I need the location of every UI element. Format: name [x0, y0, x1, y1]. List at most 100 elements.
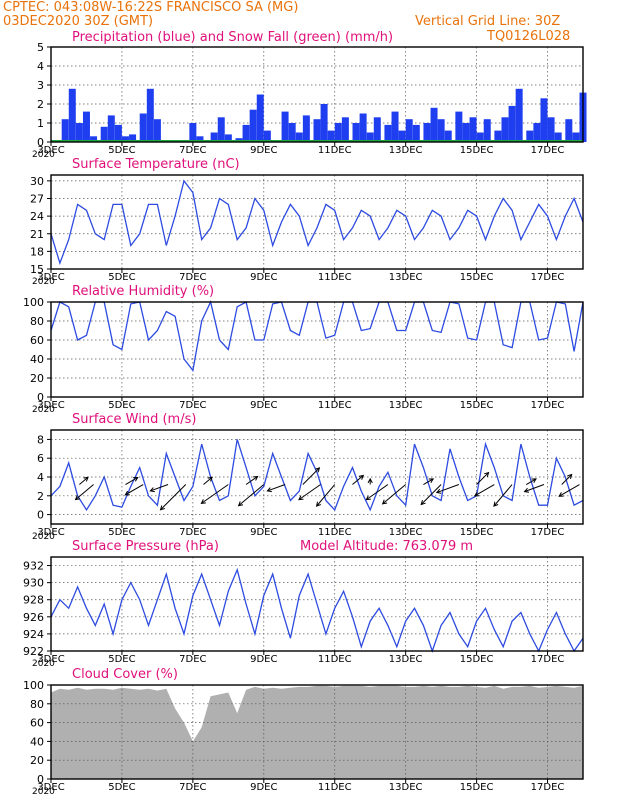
y-tick-label-wind: 4 [37, 471, 44, 484]
precip-bar [75, 123, 83, 142]
precip-bar [334, 123, 342, 142]
x-tick-label-precip: 13DEC [389, 145, 423, 156]
x-tick-label-precip: 17DEC [531, 145, 565, 156]
x-tick-label-temp: 17DEC [531, 272, 565, 283]
x-tick-label-wind: 17DEC [531, 527, 565, 538]
precip-bar [320, 104, 328, 142]
y-tick-label-wind: 6 [37, 452, 44, 465]
cloud-cover-area [51, 685, 583, 779]
y-tick-label-pressure: 928 [23, 594, 44, 607]
wind-arrow-head [237, 501, 244, 507]
y-tick-label-temp: 24 [30, 210, 44, 223]
panel-title-cloud: Cloud Cover (%) [72, 667, 178, 682]
wind-arrow-head [523, 487, 530, 493]
precip-bar [359, 113, 367, 142]
x-tick-label-precip: 9DEC [250, 145, 277, 156]
panel-title-wind: Surface Wind (m/s) [72, 412, 196, 427]
wind-arrow [238, 484, 265, 507]
x-tick-label-cloud: 9DEC [250, 782, 277, 793]
y-tick-label-precip: 1 [37, 117, 44, 130]
x-tick-label-temp: 7DEC [179, 272, 206, 283]
wind-arrow-head [200, 499, 206, 504]
wind-arrow-head [435, 488, 442, 494]
x-tick-label-cloud: 5DEC [108, 782, 135, 793]
panel-title-temp: Surface Temperature (nC) [72, 157, 240, 172]
x-tick-label-pressure: 13DEC [389, 654, 423, 665]
wind-arrow [160, 484, 187, 511]
y-tick-label-temp: 18 [30, 245, 44, 258]
wind-arrow [526, 478, 537, 485]
wind-arrow [125, 484, 144, 496]
wind-arrow-head [381, 499, 388, 505]
x-tick-label-humidity: 17DEC [531, 400, 565, 411]
precip-bar [547, 117, 555, 142]
panel-frame-pressure [50, 556, 584, 652]
panel-frame-precip [50, 46, 584, 143]
x-tick-label-humidity: 9DEC [250, 400, 277, 411]
precip-bar [572, 132, 580, 142]
wind-arrow [436, 484, 460, 494]
model-altitude-label: Model Altitude: 763.079 m [300, 539, 473, 554]
panel-pressure [47, 556, 584, 655]
x-year-label-pressure: 2020 [32, 659, 55, 669]
x-tick-label-cloud: 17DEC [531, 782, 565, 793]
x-tick-label-pressure: 3DEC [37, 654, 64, 665]
precip-bar [483, 119, 491, 142]
wind-arrow [79, 476, 89, 485]
precip-bar [412, 124, 420, 142]
precip-bar [327, 130, 335, 142]
precip-bar [469, 117, 477, 142]
wind-arrow-head [315, 501, 321, 507]
x-tick-label-humidity: 5DEC [108, 400, 135, 411]
precip-bar [121, 136, 129, 142]
wind-arrow [75, 484, 94, 501]
panel-title-humidity: Relative Humidity (%) [72, 284, 214, 299]
wind-arrow [150, 484, 169, 492]
x-tick-label-wind: 13DEC [389, 527, 423, 538]
precip-bar [281, 111, 289, 142]
precip-bar [554, 132, 562, 142]
x-tick-label-pressure: 15DEC [460, 654, 494, 665]
panel-title-precip: Precipitation (blue) and Snow Fall (gree… [72, 30, 393, 45]
precip-bar [288, 123, 296, 142]
wind-arrow-head [358, 474, 365, 480]
wind-arrow-head [74, 495, 81, 501]
wind-arrow-head [428, 478, 435, 483]
precip-bar [146, 88, 154, 142]
y-tick-label-humidity: 100 [23, 296, 44, 309]
wind-arrow [302, 467, 320, 485]
wind-arrow-head [83, 476, 89, 482]
wind-arrow-head [493, 501, 499, 507]
wind-arrow-head [473, 491, 480, 497]
precip-bar [508, 105, 516, 142]
header-location: CPTEC: 043:08W-16:22S FRANCISCO SA (MG) [3, 0, 299, 15]
y-tick-label-cloud: 20 [30, 754, 44, 767]
x-tick-label-temp: 15DEC [460, 272, 494, 283]
wind-arrow-head [558, 492, 564, 497]
y-tick-label-humidity: 40 [30, 353, 44, 366]
panel-frame-humidity [50, 301, 584, 398]
header-model-code: TQ0126L028 [487, 29, 571, 44]
precip-bar [263, 130, 271, 142]
header-vertical-grid: Vertical Grid Line: 30Z [415, 14, 561, 29]
x-tick-label-precip: 15DEC [460, 145, 494, 156]
y-tick-label-cloud: 0 [37, 773, 44, 786]
precip-bar [384, 124, 392, 142]
wind-arrow [352, 475, 364, 485]
wind-arrow-head [314, 467, 321, 473]
precip-bar [515, 88, 523, 142]
wind-arrow-head [266, 487, 272, 493]
x-tick-label-precip: 7DEC [179, 145, 206, 156]
panel-precip [47, 46, 587, 146]
x-tick-label-precip: 5DEC [108, 145, 135, 156]
precip-bar [533, 123, 541, 142]
series-line-wind [50, 439, 584, 512]
y-tick-label-wind: 8 [37, 433, 44, 446]
y-tick-label-humidity: 0 [37, 391, 44, 404]
precip-bar [61, 119, 69, 142]
x-year-label-cloud: 2020 [32, 787, 55, 797]
precip-bar [540, 98, 548, 142]
x-tick-label-wind: 9DEC [250, 527, 277, 538]
panel-cloud [47, 684, 584, 783]
precip-bar [398, 130, 406, 142]
